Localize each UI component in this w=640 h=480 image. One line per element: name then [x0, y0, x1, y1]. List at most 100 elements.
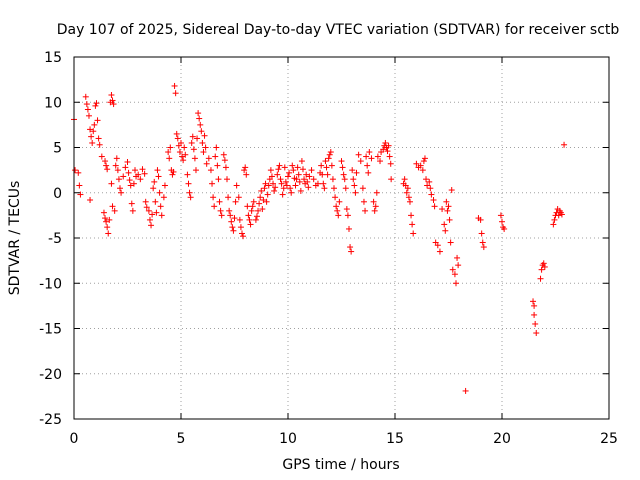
data-point [451, 271, 458, 278]
data-point [110, 101, 117, 108]
data-point [320, 180, 327, 187]
data-point [462, 387, 469, 394]
y-axis-label: SDTVAR / TECUs [7, 181, 23, 296]
plot-frame [73, 56, 610, 420]
data-point [135, 171, 142, 178]
data-point [172, 90, 179, 97]
data-point [430, 196, 437, 203]
data-point [257, 194, 264, 201]
data-point [102, 158, 109, 165]
data-point [220, 151, 227, 158]
data-point [343, 206, 350, 213]
data-point [230, 227, 237, 234]
data-point [240, 233, 247, 240]
data-point [145, 207, 152, 214]
data-point [100, 209, 107, 216]
data-point [115, 176, 122, 183]
data-point [276, 162, 283, 169]
data-point [72, 167, 79, 174]
data-point [102, 215, 109, 222]
data-point [434, 242, 441, 249]
data-point [292, 182, 299, 189]
data-point [211, 203, 218, 210]
data-point [280, 185, 287, 192]
data-point [197, 121, 204, 128]
data-point [294, 164, 301, 171]
data-point [129, 207, 136, 214]
data-point [141, 170, 148, 177]
data-point [331, 185, 338, 192]
data-point [235, 194, 242, 201]
data-point [181, 144, 188, 151]
data-point [152, 198, 159, 205]
data-point [405, 194, 412, 201]
data-point [409, 221, 416, 228]
data-point [171, 82, 178, 89]
data-point [417, 162, 424, 169]
data-point [228, 218, 235, 225]
data-point [265, 182, 272, 189]
data-point [245, 212, 252, 219]
data-point [279, 191, 286, 198]
data-point [408, 212, 415, 219]
data-point [447, 239, 454, 246]
data-point [328, 162, 335, 169]
data-point [124, 158, 131, 165]
data-point [182, 151, 189, 158]
data-point [308, 167, 315, 174]
data-point [287, 185, 294, 192]
data-point [233, 182, 240, 189]
x-tick-label: 15 [386, 431, 404, 447]
data-point [403, 189, 410, 196]
data-point [479, 239, 486, 246]
data-point [221, 157, 228, 164]
data-point [173, 130, 180, 137]
data-point [282, 178, 289, 185]
data-point [198, 128, 205, 135]
data-point [374, 153, 381, 160]
data-point [190, 146, 197, 153]
data-point [377, 158, 384, 165]
y-tick-label: 0 [53, 186, 62, 202]
data-point [107, 99, 114, 106]
data-point [242, 164, 249, 171]
data-point [271, 187, 278, 194]
data-point [187, 194, 194, 201]
data-point [200, 149, 207, 156]
data-point [530, 298, 537, 305]
data-point [104, 166, 111, 173]
data-point [364, 162, 371, 169]
data-point [249, 203, 256, 210]
tick-marks [73, 56, 610, 420]
data-point [426, 178, 433, 185]
data-point [298, 158, 305, 165]
data-point [236, 216, 243, 223]
data-point [185, 180, 192, 187]
data-point [372, 203, 379, 210]
data-point [281, 164, 288, 171]
x-tick-label: 5 [177, 431, 186, 447]
data-point [137, 176, 144, 183]
data-point [77, 191, 84, 198]
data-point [207, 167, 214, 174]
data-point [184, 171, 191, 178]
data-point [142, 198, 149, 205]
data-point [250, 198, 257, 205]
data-point [108, 180, 115, 187]
data-point [118, 189, 125, 196]
data-point [338, 158, 345, 165]
data-point [90, 128, 97, 135]
data-point [480, 244, 487, 251]
data-point [216, 198, 223, 205]
data-point [335, 212, 342, 219]
data-point [126, 177, 133, 184]
data-point [445, 203, 452, 210]
data-point [246, 216, 253, 223]
data-point [191, 155, 198, 162]
data-point [290, 167, 297, 174]
data-point [371, 207, 378, 214]
y-tick-label: -5 [48, 231, 62, 247]
data-point [340, 171, 347, 178]
data-point [325, 155, 332, 162]
y-tick-label: -20 [39, 367, 62, 383]
